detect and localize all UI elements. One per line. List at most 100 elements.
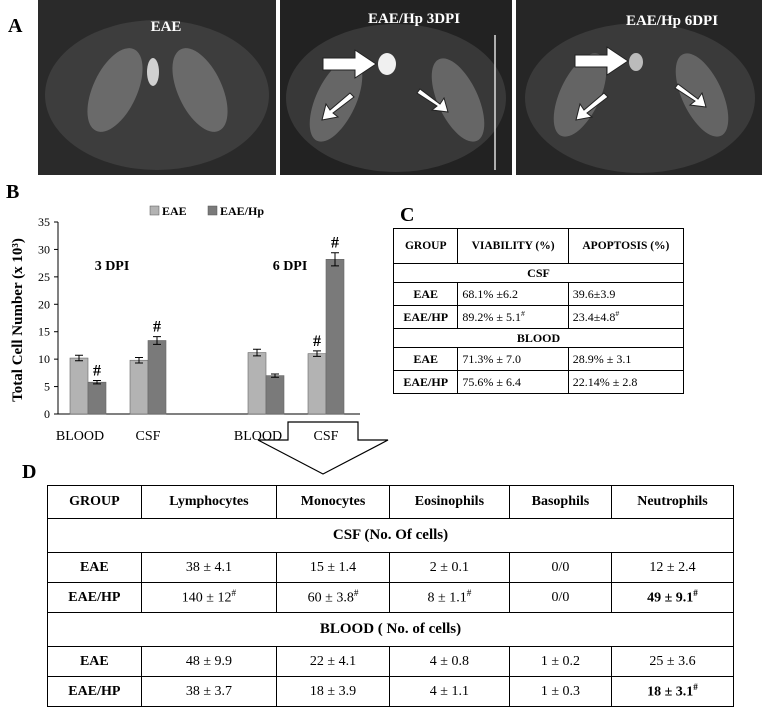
section-title: CSF (No. Of cells) (47, 518, 734, 553)
data-row: EAE 68.1% ±6.2 39.6±3.9 (392, 282, 685, 306)
header-cell: Lymphocytes (140, 485, 278, 519)
ventricle (309, 58, 363, 142)
cell: 4 ± 0.8 (388, 646, 510, 677)
cell: 140 ± 12# (140, 582, 278, 613)
group-cell: EAE/HP (392, 305, 459, 329)
header-cell: Monocytes (276, 485, 390, 519)
cell: 75.6% ± 6.4 (457, 370, 569, 394)
y-axis-label: Total Cell Number (x 10³) (10, 238, 26, 402)
cell: 22 ± 4.1 (276, 646, 390, 677)
group-cell: EAE/HP (392, 370, 459, 394)
x-tick-label: BLOOD (56, 429, 104, 444)
group-cell: EAE (392, 282, 459, 306)
legend-label: EAE/Hp (220, 204, 264, 218)
brain (45, 20, 269, 170)
header-cell: Eosinophils (388, 485, 510, 519)
error-bar (331, 252, 339, 267)
group-label: 3 DPI (95, 259, 130, 274)
header-cell: APOPTOSIS (%) (567, 228, 685, 264)
cell: 68.1% ±6.2 (457, 282, 569, 306)
data-row: EAE/HP 38 ± 3.7 18 ± 3.9 4 ± 1.1 1 ± 0.3 18 ±… (47, 676, 735, 707)
lesion (147, 58, 159, 86)
group-cell: EAE (47, 646, 142, 677)
section-row: CSF (393, 263, 684, 283)
arrow (574, 46, 629, 76)
error-bar (135, 356, 143, 364)
bar (69, 357, 89, 415)
cell: 25 ± 3.6 (610, 646, 735, 677)
ventricle (553, 53, 607, 137)
cell: 0/0 (508, 582, 612, 613)
y-tick-label: 20 (38, 297, 50, 311)
y-tick-label: 5 (44, 380, 50, 394)
legend-swatch (149, 205, 160, 216)
cell: 28.9% ± 3.1 (567, 347, 685, 371)
chart: 0 5 10 15 20 25 30 35 Total Cell Number (x 10³) 3… (10, 204, 360, 444)
cell: 48 ± 9.9 (140, 646, 278, 677)
header-cell: Basophils (508, 485, 612, 519)
image-label: EAE/Hp 3DPI (368, 11, 460, 27)
header-cell: GROUP (392, 228, 459, 264)
data-row: EAE/HP 75.6% ± 6.4 22.14% ± 2.8 (392, 370, 685, 394)
arrow (416, 88, 449, 113)
cell: 23.4±4.8# (567, 305, 685, 329)
data-row: EAE 48 ± 9.9 22 ± 4.1 4 ± 0.8 1 ± 0.2 25 ± 3.… (47, 646, 735, 677)
section-title: BLOOD (393, 328, 684, 348)
image-label: EAE/Hp 6DPI (626, 13, 718, 29)
cell: 18 ± 3.1# (610, 676, 735, 707)
error-bar (253, 348, 261, 357)
section-row: CSF (No. Of cells) (47, 518, 734, 553)
ventricle (431, 58, 485, 142)
cell: 22.14% ± 2.8 (567, 370, 685, 394)
panel-label: C (400, 204, 414, 226)
significance-mark: # (153, 319, 161, 336)
mri-panels: EAE EAE/Hp 3DPI EAE/Hp 6DPI (38, 0, 762, 175)
section-title: CSF (393, 263, 684, 283)
significance-mark: # (331, 235, 339, 252)
legend-label: EAE (162, 204, 187, 218)
y-tick-label: 10 (38, 352, 50, 366)
header-row: GROUP VIABILITY (%) APOPTOSIS (%) (392, 228, 685, 264)
error-bar (271, 373, 279, 378)
cell: 2 ± 0.1 (388, 552, 510, 583)
group-cell: EAE (392, 347, 459, 371)
header-cell: Neutrophils (610, 485, 735, 519)
y-tick-label: 0 (44, 407, 50, 421)
group-label: 6 DPI (273, 259, 308, 274)
table-c: GROUP VIABILITY (%) APOPTOSIS (%) CSF EAE 68.… (392, 228, 685, 394)
bar (129, 359, 149, 415)
cell: 71.3% ± 7.0 (457, 347, 569, 371)
bar (265, 375, 285, 415)
panel-label: D (22, 461, 36, 483)
cell: 39.6±3.9 (567, 282, 685, 306)
cell: 60 ± 3.8# (276, 582, 390, 613)
panel-label: A (8, 15, 23, 37)
section-row: BLOOD (393, 328, 684, 348)
header-cell: GROUP (47, 485, 142, 519)
lesion (629, 53, 643, 71)
cell: 15 ± 1.4 (276, 552, 390, 583)
cell: 38 ± 4.1 (140, 552, 278, 583)
x-tick-label: CSF (136, 429, 161, 444)
significance-mark: # (313, 333, 321, 350)
x-tick-label: CSF (314, 429, 339, 444)
ventricle (87, 48, 143, 132)
lesion (378, 53, 396, 75)
error-bar (75, 354, 83, 362)
bar (325, 259, 345, 415)
panel-label: B (6, 181, 19, 203)
cell: 18 ± 3.9 (276, 676, 390, 707)
y-tick-label: 15 (38, 325, 50, 339)
bar (307, 353, 327, 415)
bar (147, 340, 167, 415)
ventricle (172, 48, 228, 132)
error-bar (93, 380, 101, 385)
x-tick-label: BLOOD (234, 429, 282, 444)
cell: 49 ± 9.1# (610, 582, 735, 613)
flow-arrow (257, 421, 389, 475)
y-tick-label: 35 (38, 215, 50, 229)
error-bar (153, 336, 161, 345)
y-tick-label: 25 (38, 270, 50, 284)
